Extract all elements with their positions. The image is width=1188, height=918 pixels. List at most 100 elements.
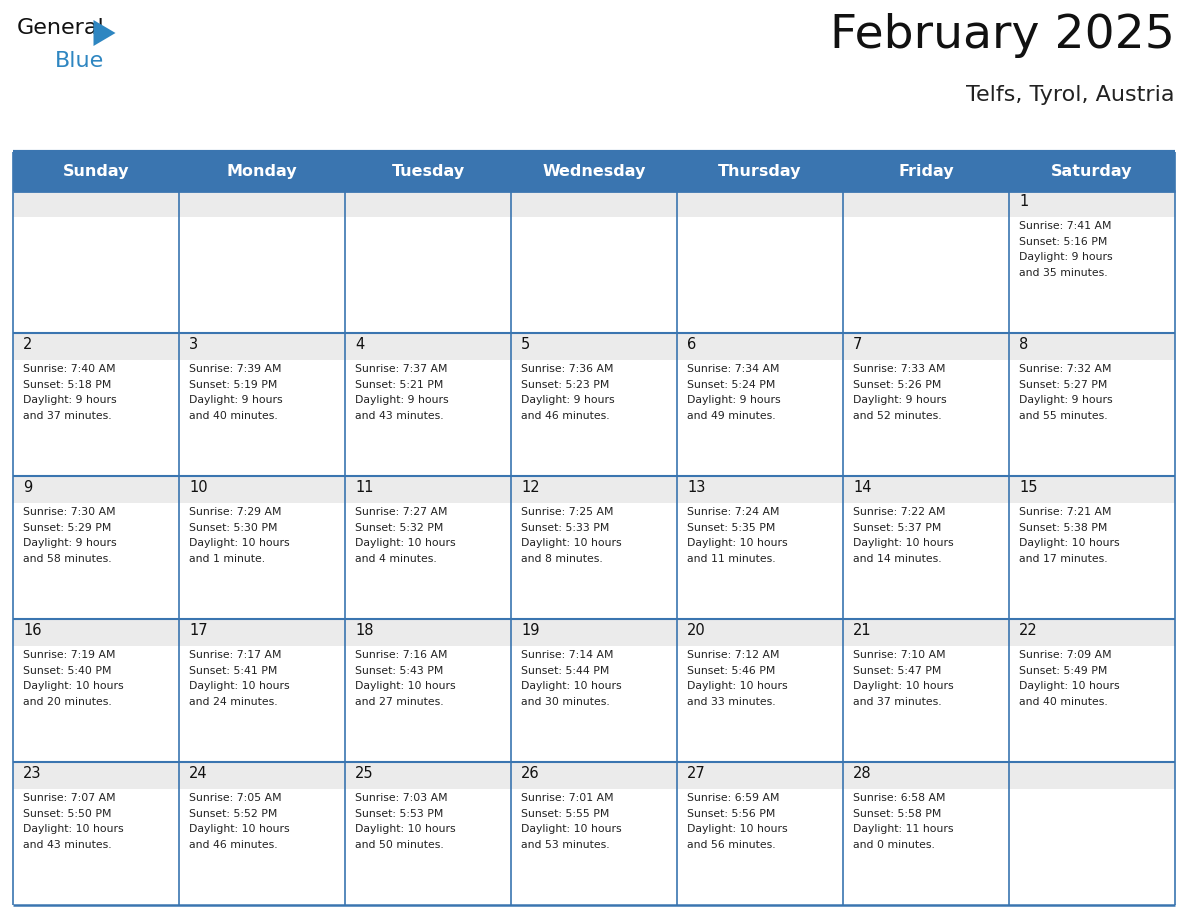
Bar xyxy=(843,762,1009,789)
Bar xyxy=(511,333,677,361)
Text: Sunset: 5:16 PM: Sunset: 5:16 PM xyxy=(1019,237,1107,247)
Bar xyxy=(677,646,843,762)
Text: Tuesday: Tuesday xyxy=(391,163,465,179)
Text: Sunset: 5:37 PM: Sunset: 5:37 PM xyxy=(853,522,941,532)
Text: Sunset: 5:58 PM: Sunset: 5:58 PM xyxy=(853,809,941,819)
Text: Sunrise: 7:16 AM: Sunrise: 7:16 AM xyxy=(355,650,448,660)
Bar xyxy=(1009,789,1175,905)
Text: Sunset: 5:27 PM: Sunset: 5:27 PM xyxy=(1019,380,1107,390)
Text: Sunset: 5:19 PM: Sunset: 5:19 PM xyxy=(189,380,277,390)
Text: 15: 15 xyxy=(1019,480,1037,496)
Text: Sunset: 5:29 PM: Sunset: 5:29 PM xyxy=(23,522,112,532)
Bar xyxy=(843,503,1009,620)
Text: and 43 minutes.: and 43 minutes. xyxy=(355,411,443,420)
Text: Sunrise: 7:29 AM: Sunrise: 7:29 AM xyxy=(189,508,282,518)
Text: and 46 minutes.: and 46 minutes. xyxy=(189,840,278,849)
Text: 16: 16 xyxy=(23,623,42,638)
Text: Daylight: 9 hours: Daylight: 9 hours xyxy=(1019,396,1113,406)
Bar xyxy=(511,620,677,646)
Text: Sunset: 5:33 PM: Sunset: 5:33 PM xyxy=(522,522,609,532)
Bar xyxy=(511,503,677,620)
Text: and 35 minutes.: and 35 minutes. xyxy=(1019,268,1107,278)
Text: Sunrise: 7:19 AM: Sunrise: 7:19 AM xyxy=(23,650,115,660)
Bar xyxy=(511,476,677,503)
Text: Daylight: 10 hours: Daylight: 10 hours xyxy=(522,824,621,834)
Text: Sunset: 5:26 PM: Sunset: 5:26 PM xyxy=(853,380,941,390)
Text: Sunset: 5:38 PM: Sunset: 5:38 PM xyxy=(1019,522,1107,532)
Text: 6: 6 xyxy=(687,338,696,353)
Text: Sunrise: 6:59 AM: Sunrise: 6:59 AM xyxy=(687,793,779,803)
Bar xyxy=(843,620,1009,646)
Text: Sunrise: 7:01 AM: Sunrise: 7:01 AM xyxy=(522,793,614,803)
Text: 4: 4 xyxy=(355,338,365,353)
Text: 12: 12 xyxy=(522,480,539,496)
Text: Daylight: 9 hours: Daylight: 9 hours xyxy=(355,396,449,406)
Text: 20: 20 xyxy=(687,623,706,638)
Bar xyxy=(13,152,1175,191)
Bar xyxy=(677,361,843,476)
Text: 3: 3 xyxy=(189,338,198,353)
Text: 17: 17 xyxy=(189,623,208,638)
Text: Daylight: 9 hours: Daylight: 9 hours xyxy=(687,396,781,406)
Text: Sunrise: 6:58 AM: Sunrise: 6:58 AM xyxy=(853,793,946,803)
Text: Sunrise: 7:33 AM: Sunrise: 7:33 AM xyxy=(853,364,946,375)
Text: and 8 minutes.: and 8 minutes. xyxy=(522,554,602,564)
Bar xyxy=(677,789,843,905)
Bar xyxy=(1009,333,1175,361)
Text: Sunset: 5:56 PM: Sunset: 5:56 PM xyxy=(687,809,776,819)
Text: Sunrise: 7:39 AM: Sunrise: 7:39 AM xyxy=(189,364,282,375)
Text: and 33 minutes.: and 33 minutes. xyxy=(687,697,776,707)
Text: Daylight: 11 hours: Daylight: 11 hours xyxy=(853,824,954,834)
Text: Daylight: 9 hours: Daylight: 9 hours xyxy=(23,396,116,406)
Bar xyxy=(345,191,511,218)
Text: and 49 minutes.: and 49 minutes. xyxy=(687,411,776,420)
Bar xyxy=(1009,476,1175,503)
Text: Sunrise: 7:05 AM: Sunrise: 7:05 AM xyxy=(189,793,282,803)
Bar xyxy=(179,361,345,476)
Bar xyxy=(511,218,677,333)
Text: and 24 minutes.: and 24 minutes. xyxy=(189,697,278,707)
Bar xyxy=(345,503,511,620)
Text: Saturday: Saturday xyxy=(1051,163,1132,179)
Text: 21: 21 xyxy=(853,623,872,638)
Text: Sunset: 5:50 PM: Sunset: 5:50 PM xyxy=(23,809,112,819)
Text: General: General xyxy=(17,18,105,38)
Text: 14: 14 xyxy=(853,480,872,496)
Text: 27: 27 xyxy=(687,767,706,781)
Bar xyxy=(179,789,345,905)
Text: Sunrise: 7:36 AM: Sunrise: 7:36 AM xyxy=(522,364,613,375)
Text: Sunrise: 7:32 AM: Sunrise: 7:32 AM xyxy=(1019,364,1112,375)
Text: and 40 minutes.: and 40 minutes. xyxy=(189,411,278,420)
Bar xyxy=(677,503,843,620)
Bar xyxy=(345,333,511,361)
Text: Sunset: 5:49 PM: Sunset: 5:49 PM xyxy=(1019,666,1107,676)
Text: 25: 25 xyxy=(355,767,373,781)
Text: Sunset: 5:41 PM: Sunset: 5:41 PM xyxy=(189,666,277,676)
Bar xyxy=(13,476,179,503)
Text: Sunset: 5:46 PM: Sunset: 5:46 PM xyxy=(687,666,776,676)
Text: Sunset: 5:35 PM: Sunset: 5:35 PM xyxy=(687,522,776,532)
Text: 26: 26 xyxy=(522,767,539,781)
Text: 10: 10 xyxy=(189,480,208,496)
Text: and 58 minutes.: and 58 minutes. xyxy=(23,554,112,564)
Text: and 1 minute.: and 1 minute. xyxy=(189,554,265,564)
Text: Daylight: 10 hours: Daylight: 10 hours xyxy=(355,538,456,548)
Text: Sunrise: 7:37 AM: Sunrise: 7:37 AM xyxy=(355,364,448,375)
Text: Sunset: 5:52 PM: Sunset: 5:52 PM xyxy=(189,809,277,819)
Text: Daylight: 10 hours: Daylight: 10 hours xyxy=(189,538,290,548)
Bar xyxy=(179,333,345,361)
Text: and 30 minutes.: and 30 minutes. xyxy=(522,697,609,707)
Text: Sunset: 5:32 PM: Sunset: 5:32 PM xyxy=(355,522,443,532)
Bar xyxy=(13,218,179,333)
Text: Daylight: 10 hours: Daylight: 10 hours xyxy=(23,681,124,691)
Bar xyxy=(843,646,1009,762)
Text: and 52 minutes.: and 52 minutes. xyxy=(853,411,942,420)
Text: 11: 11 xyxy=(355,480,373,496)
Bar xyxy=(179,476,345,503)
Text: Sunrise: 7:17 AM: Sunrise: 7:17 AM xyxy=(189,650,282,660)
Bar xyxy=(677,620,843,646)
Text: 7: 7 xyxy=(853,338,862,353)
Bar xyxy=(1009,762,1175,789)
Text: Daylight: 9 hours: Daylight: 9 hours xyxy=(1019,252,1113,263)
Text: Daylight: 10 hours: Daylight: 10 hours xyxy=(522,681,621,691)
